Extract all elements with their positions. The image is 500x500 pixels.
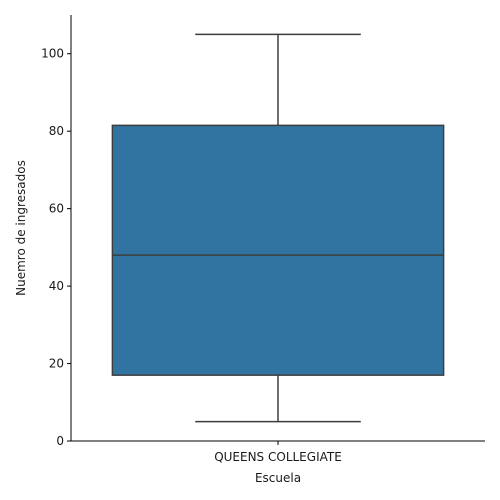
y-tick-label: 60: [49, 202, 64, 216]
y-axis-label: Nuemro de ingresados: [14, 160, 28, 296]
x-axis: QUEENS COLLEGIATE: [71, 440, 485, 464]
y-tick-label: 100: [41, 47, 64, 61]
y-axis: 0 20 40 60 80 100: [41, 15, 72, 448]
y-tick-label: 40: [49, 279, 64, 293]
iqr-box: [111, 124, 445, 376]
plot-area: [111, 33, 445, 423]
y-tick-label: 80: [49, 124, 64, 138]
x-axis-label: Escuela: [255, 471, 301, 485]
y-tick-label: 0: [56, 434, 64, 448]
x-tick-label: QUEENS COLLEGIATE: [214, 450, 342, 464]
y-tick-label: 20: [49, 357, 64, 371]
